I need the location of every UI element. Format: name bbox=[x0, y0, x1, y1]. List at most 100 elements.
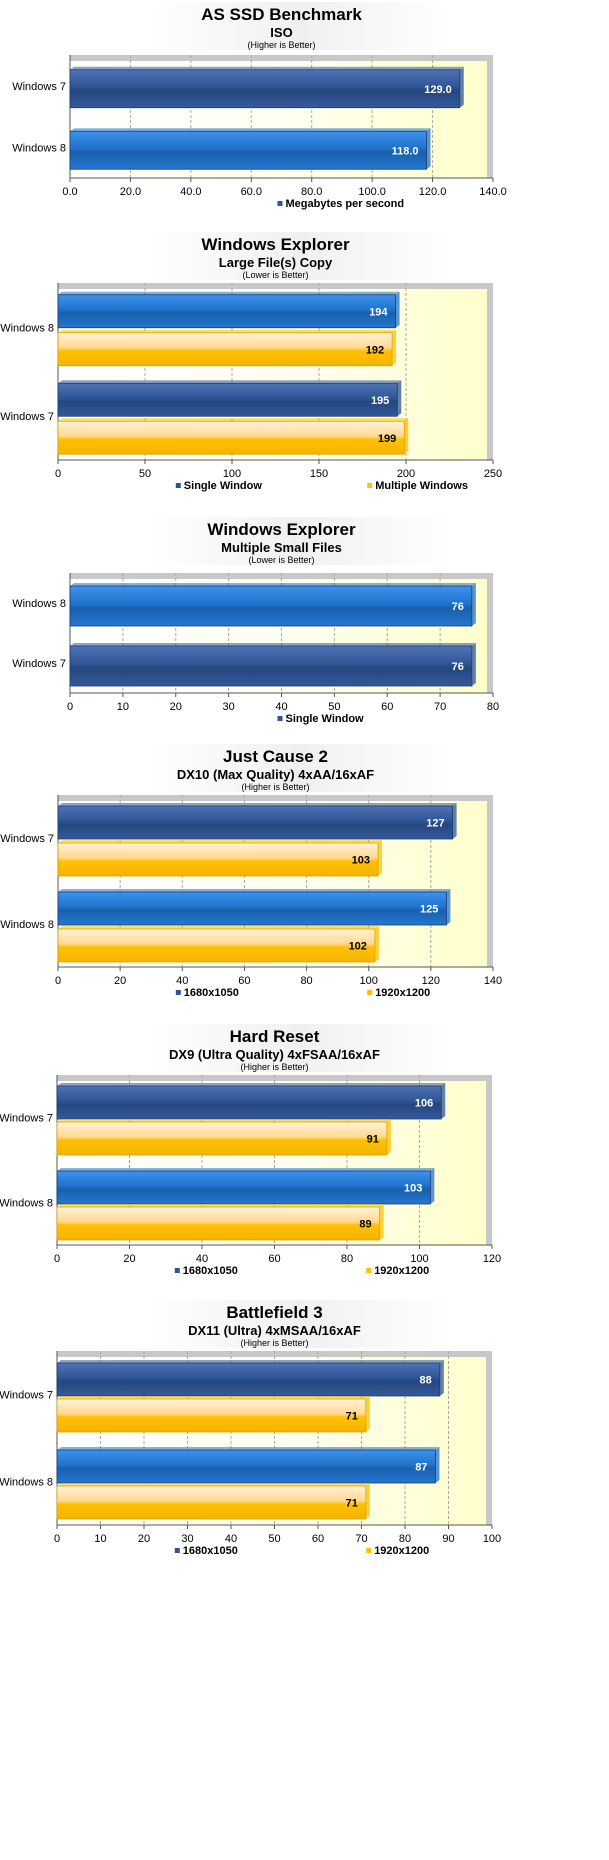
bar-side-face bbox=[471, 583, 476, 626]
chart-subtitle: DX10 (Max Quality) 4xAA/16xAF bbox=[177, 767, 374, 782]
bar-top-face bbox=[57, 1360, 444, 1363]
bar-side-face bbox=[395, 291, 400, 328]
category-label-windows-7: Windows 7 bbox=[12, 81, 66, 93]
title-backdrop bbox=[150, 1300, 450, 1348]
bar-windows-7-multiple-windows bbox=[57, 420, 405, 455]
data-label: 199 bbox=[378, 433, 396, 445]
x-tick-label: 40 bbox=[176, 975, 188, 987]
legend-label: 1680x1050 bbox=[183, 1545, 238, 1557]
bar-top-face bbox=[57, 1204, 384, 1207]
bar-side-face bbox=[397, 380, 402, 417]
x-tick-label: 80 bbox=[341, 1253, 353, 1265]
category-label-windows-7: Windows 7 bbox=[0, 411, 54, 423]
bar-side-face bbox=[426, 128, 431, 170]
legend-label: 1920x1200 bbox=[374, 1545, 429, 1557]
title-backdrop bbox=[150, 2, 450, 50]
x-tick-label: 0 bbox=[67, 701, 73, 713]
bar-side-face bbox=[392, 329, 397, 366]
category-label-windows-8: Windows 8 bbox=[12, 142, 66, 154]
bar-top-face bbox=[57, 1083, 446, 1086]
title-backdrop bbox=[150, 232, 450, 280]
bar-top-face bbox=[57, 1447, 440, 1450]
bar-side-face bbox=[386, 1119, 391, 1155]
legend-swatch bbox=[366, 1548, 372, 1553]
chart-note: (Lower is Better) bbox=[242, 270, 308, 280]
bar-top-face bbox=[57, 1396, 370, 1399]
bar-windows-8-1920x1200 bbox=[56, 1206, 381, 1241]
legend-swatch bbox=[366, 1268, 372, 1273]
bar-top-face bbox=[70, 583, 476, 586]
category-label-windows-7: Windows 7 bbox=[12, 658, 66, 670]
legend-label: Single Window bbox=[286, 713, 365, 725]
bar-windows-7-megabytes-per-second bbox=[69, 69, 461, 109]
x-tick-label: 40 bbox=[196, 1253, 208, 1265]
legend-swatch bbox=[174, 1548, 180, 1553]
category-label-windows-8: Windows 8 bbox=[0, 919, 54, 931]
x-tick-label: 30 bbox=[223, 701, 235, 713]
title-backdrop bbox=[150, 1024, 450, 1072]
x-tick-label: 20 bbox=[170, 701, 182, 713]
data-label: 106 bbox=[415, 1098, 433, 1110]
legend-swatch bbox=[174, 1268, 180, 1273]
x-tick-label: 60 bbox=[268, 1253, 280, 1265]
bar-top-face bbox=[57, 1119, 391, 1122]
data-label: 192 bbox=[366, 344, 384, 356]
legend-label: 1920x1200 bbox=[374, 1265, 429, 1277]
bar-side-face bbox=[378, 840, 383, 876]
x-tick-label: 80.0 bbox=[301, 186, 322, 198]
x-tick-label: 70 bbox=[355, 1533, 367, 1545]
legend-label: 1680x1050 bbox=[184, 987, 239, 999]
bar-top-face bbox=[58, 418, 409, 422]
x-tick-label: 100 bbox=[223, 468, 241, 480]
x-tick-label: 80 bbox=[399, 1533, 411, 1545]
x-tick-label: 10 bbox=[117, 701, 129, 713]
x-tick-label: 50 bbox=[268, 1533, 280, 1545]
bar-side-face bbox=[471, 643, 476, 686]
bar-windows-8-single-window bbox=[57, 294, 396, 329]
x-tick-label: 0.0 bbox=[62, 186, 77, 198]
x-tick-label: 100 bbox=[360, 975, 378, 987]
data-label: 118.0 bbox=[392, 145, 419, 157]
x-tick-label: 200 bbox=[397, 468, 415, 480]
x-tick-label: 120 bbox=[483, 1253, 501, 1265]
x-tick-label: 20.0 bbox=[120, 186, 141, 198]
legend-label: Single Window bbox=[184, 480, 263, 492]
bar-windows-7-single-window bbox=[57, 382, 398, 417]
data-label: 89 bbox=[359, 1219, 371, 1231]
category-label-windows-7: Windows 7 bbox=[0, 1113, 53, 1125]
bar-top-face bbox=[58, 926, 379, 929]
x-tick-label: 60 bbox=[312, 1533, 324, 1545]
legend-label: Megabytes per second bbox=[286, 198, 405, 210]
x-tick-label: 60.0 bbox=[241, 186, 262, 198]
bar-top-face bbox=[58, 291, 400, 295]
legend-swatch bbox=[175, 990, 181, 995]
legend-swatch bbox=[277, 201, 283, 206]
data-label: 76 bbox=[452, 661, 464, 673]
x-tick-label: 0 bbox=[54, 1253, 60, 1265]
x-tick-label: 0 bbox=[54, 1533, 60, 1545]
bar-side-face bbox=[379, 1204, 384, 1240]
bar-side-face bbox=[459, 66, 464, 108]
bar-side-face bbox=[365, 1396, 370, 1432]
x-tick-label: 140.0 bbox=[479, 186, 507, 198]
chart-title: Windows Explorer bbox=[201, 235, 350, 254]
bar-windows-7-1680x1050 bbox=[56, 1085, 442, 1120]
bar-windows-7-1920x1200 bbox=[56, 1398, 367, 1433]
legend-label: Multiple Windows bbox=[375, 480, 468, 492]
x-tick-label: 50 bbox=[328, 701, 340, 713]
legend-swatch bbox=[277, 716, 283, 721]
x-tick-label: 40 bbox=[225, 1533, 237, 1545]
bar-windows-8-multiple-windows bbox=[57, 332, 393, 367]
chart-title: Hard Reset bbox=[230, 1027, 320, 1046]
bar-top-face bbox=[58, 803, 457, 806]
bar-top-face bbox=[70, 66, 464, 70]
x-tick-label: 120.0 bbox=[419, 186, 447, 198]
bar-windows-8-1680x1050 bbox=[56, 1449, 436, 1484]
chart-subtitle: DX11 (Ultra) 4xMSAA/16xAF bbox=[188, 1323, 361, 1338]
bar-windows-8-1920x1200 bbox=[57, 928, 376, 963]
bar-side-face bbox=[435, 1447, 440, 1483]
legend-swatch bbox=[367, 483, 373, 488]
